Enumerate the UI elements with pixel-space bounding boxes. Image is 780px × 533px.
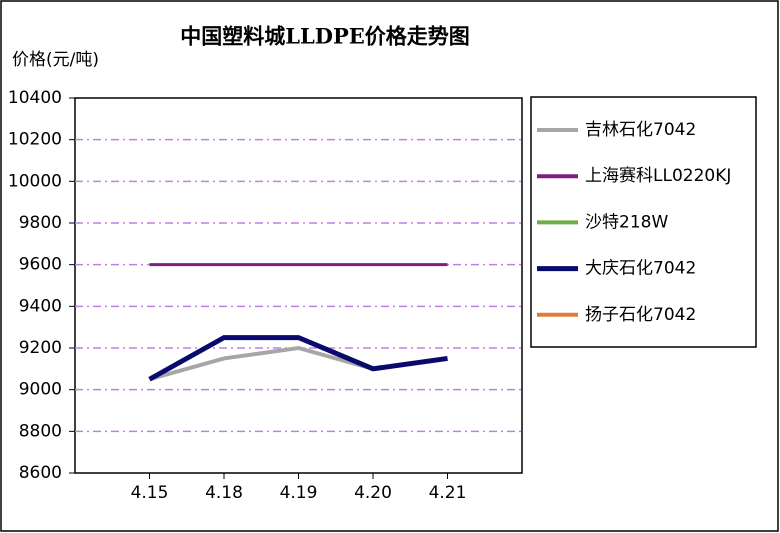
y-tick-label: 8800 xyxy=(19,421,62,441)
series-line xyxy=(148,335,448,382)
x-tick-label: 4.21 xyxy=(429,483,467,503)
x-tick-label: 4.19 xyxy=(280,483,318,503)
y-tick-label: 10200 xyxy=(8,130,62,150)
x-tick-label: 4.15 xyxy=(131,483,169,503)
y-tick-label: 10000 xyxy=(8,171,62,191)
y-tick-label: 9800 xyxy=(19,213,62,233)
y-tick-label: 9000 xyxy=(19,380,62,400)
legend-label: 沙特218W xyxy=(585,212,668,232)
y-tick-label: 9400 xyxy=(19,296,62,316)
legend-label: 上海赛科LL0220KJ xyxy=(585,165,731,186)
legend-label: 大庆石化7042 xyxy=(585,259,696,279)
chart-title: 中国塑料城LLDPE价格走势图 xyxy=(180,24,470,49)
x-tick-label: 4.18 xyxy=(205,483,243,503)
x-tick-label: 4.20 xyxy=(354,483,392,503)
y-tick-label: 10400 xyxy=(8,88,62,108)
y-tick-label: 9600 xyxy=(19,255,62,275)
y-tick-label: 9200 xyxy=(19,338,62,358)
y-tick-label: 8600 xyxy=(19,463,62,483)
legend-label: 扬子石化7042 xyxy=(585,305,696,325)
y-axis-label: 价格(元/吨) xyxy=(12,50,99,70)
legend-label: 吉林石化7042 xyxy=(585,120,696,140)
